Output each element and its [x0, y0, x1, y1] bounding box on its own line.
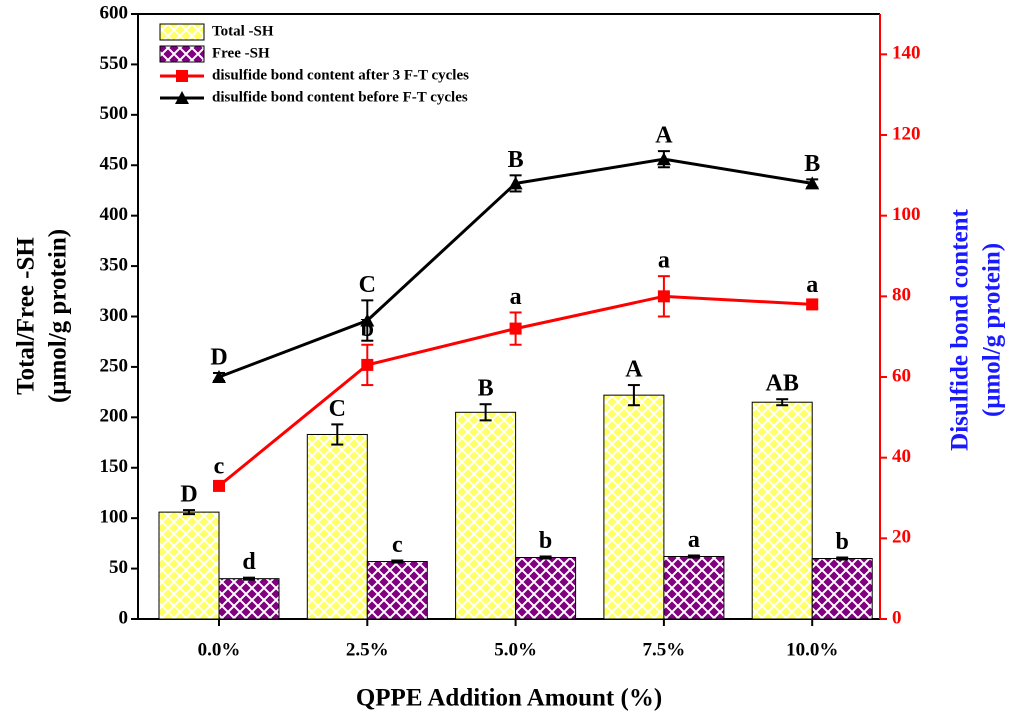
error-bar	[479, 403, 492, 422]
bar	[811, 558, 873, 620]
point	[360, 313, 375, 327]
bar	[306, 433, 368, 620]
y-tick-label: 0	[119, 607, 129, 628]
bar	[158, 511, 220, 620]
y2-tick-label: 80	[892, 285, 911, 306]
bar	[603, 394, 665, 620]
bar	[515, 556, 577, 620]
significance-label: c	[214, 453, 225, 479]
error-bar	[391, 559, 404, 564]
significance-label: d	[242, 549, 256, 575]
bar	[218, 578, 280, 620]
significance-label: AB	[766, 371, 799, 397]
y-tick-label: 250	[100, 355, 129, 376]
y-tick-label: 400	[100, 204, 129, 225]
error-bar	[776, 398, 789, 407]
error-bar	[243, 576, 255, 581]
significance-label: B	[804, 151, 820, 177]
y2-tick-label: 0	[892, 607, 902, 628]
point	[509, 322, 522, 335]
point	[213, 479, 225, 492]
x-tick-label: 7.5%	[643, 639, 686, 660]
legend-label: Free -SH	[212, 45, 270, 61]
y2-tick-label: 100	[892, 204, 921, 225]
point	[212, 370, 226, 383]
point	[805, 176, 820, 190]
point	[361, 358, 374, 371]
error-bar	[331, 423, 344, 446]
y2-tick-label: 140	[892, 43, 921, 64]
significance-label: B	[508, 147, 524, 173]
error-bar	[627, 384, 640, 407]
y-tick-label: 200	[100, 406, 129, 427]
error-bar	[539, 555, 552, 560]
legend-label: disulfide bond content before F-T cycles	[212, 89, 468, 105]
significance-label: D	[210, 344, 227, 370]
bar	[455, 411, 517, 620]
significance-label: a	[688, 527, 700, 553]
significance-label: b	[836, 529, 849, 555]
legend-swatch	[159, 45, 205, 63]
bar	[751, 401, 813, 620]
significance-label: C	[359, 272, 376, 298]
significance-label: A	[655, 123, 673, 149]
bar	[663, 555, 725, 620]
point	[657, 290, 670, 303]
y-tick-label: 300	[100, 305, 129, 326]
point	[656, 152, 671, 166]
y-tick-label: 500	[100, 103, 129, 124]
significance-label: A	[625, 357, 643, 383]
y-axis-label: Total/Free -SH	[13, 237, 40, 395]
significance-label: D	[180, 482, 197, 508]
y2-axis-label: Disulfide bond content	[947, 208, 974, 450]
x-tick-label: 2.5%	[346, 639, 389, 660]
significance-label: a	[806, 272, 818, 298]
x-tick-label: 10.0%	[786, 639, 838, 660]
x-axis-label: QPPE Addition Amount (%)	[356, 685, 662, 712]
y2-tick-label: 60	[892, 365, 911, 386]
point	[806, 298, 819, 311]
y-tick-label: 600	[100, 2, 129, 23]
y-tick-label: 50	[109, 557, 128, 578]
legend-label: disulfide bond content after 3 F-T cycle…	[212, 67, 469, 83]
point	[508, 176, 523, 190]
legend-label: Total -SH	[212, 23, 274, 39]
significance-label: a	[658, 248, 670, 274]
significance-label: b	[539, 528, 552, 554]
error-bar	[836, 556, 849, 561]
significance-label: C	[329, 396, 346, 422]
significance-label: c	[392, 532, 403, 558]
y2-tick-label: 120	[892, 123, 921, 144]
y2-tick-label: 20	[892, 527, 911, 548]
bar	[366, 561, 428, 620]
y-axis-label: (μmol/g protein)	[45, 229, 72, 403]
y-tick-label: 100	[100, 507, 129, 528]
y-tick-label: 550	[100, 53, 129, 74]
error-bar	[687, 554, 700, 559]
legend-swatch	[159, 23, 205, 41]
y-tick-label: 350	[100, 254, 129, 275]
point	[175, 91, 189, 104]
y-tick-label: 150	[100, 456, 129, 477]
y2-tick-label: 40	[892, 446, 911, 467]
point	[176, 70, 188, 82]
y-tick-label: 450	[100, 154, 129, 175]
error-bar	[183, 509, 195, 516]
x-tick-label: 5.0%	[494, 639, 537, 660]
y2-axis-label: (μmol/g protein)	[979, 243, 1006, 417]
significance-label: a	[510, 284, 522, 310]
x-tick-label: 0.0%	[198, 639, 241, 660]
significance-label: B	[478, 376, 494, 402]
